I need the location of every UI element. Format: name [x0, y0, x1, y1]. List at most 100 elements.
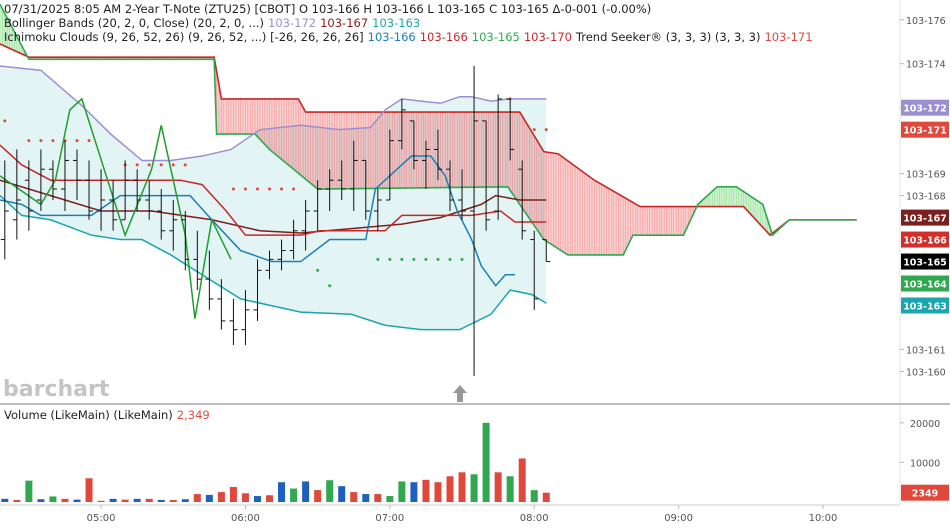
cloud-fill: [596, 181, 600, 256]
trend-dot: [135, 163, 139, 167]
price-pane: [0, 4, 857, 376]
legend-line: Ichimoku Clouds (9, 26, 52, 26) (9, 26, …: [4, 30, 817, 44]
volume-bar: [241, 493, 249, 502]
trend-dot: [316, 268, 320, 272]
cloud-fill: [526, 123, 530, 220]
cloud-fill: [572, 163, 576, 256]
trend-dot: [412, 257, 416, 261]
volume-bar: [133, 498, 141, 502]
cloud-fill: [632, 201, 636, 236]
cloud-fill: [550, 152, 554, 247]
legend-value: 103-170: [523, 30, 572, 44]
volume-bar: [290, 488, 298, 502]
cloud-fill: [642, 206, 646, 236]
volume-bar: [266, 495, 274, 502]
cloud-fill: [663, 206, 667, 236]
volume-bar: [338, 486, 346, 502]
cloud-fill: [620, 195, 624, 256]
volume-bar: [181, 499, 189, 502]
volume-legend: Volume (LikeMain) (LikeMain) 2,349: [4, 408, 214, 422]
volume-bar: [446, 476, 454, 502]
cloud-span-b: [0, 43, 857, 237]
legend-label: Trend Seeker® (3, 3, 3) (3, 3, 3): [575, 30, 761, 44]
cloud-fill: [283, 98, 287, 164]
cloud-fill: [546, 151, 549, 244]
cloud-fill: [242, 98, 246, 135]
volume-bar: [85, 478, 93, 502]
cloud-fill: [360, 111, 364, 189]
cloud-fill: [382, 111, 386, 189]
indicator-line: [0, 195, 547, 331]
cloud-fill: [223, 98, 227, 135]
legend-value: 103-166: [419, 30, 468, 44]
cloud-fill: [262, 98, 265, 145]
cloud-fill: [416, 111, 419, 189]
volume-bar: [302, 481, 310, 502]
cloud-fill: [266, 98, 270, 151]
cloud-fill: [591, 177, 595, 256]
price-badge-label: 103-165: [903, 258, 947, 269]
cloud-fill: [541, 146, 545, 241]
price-badge: [901, 231, 949, 248]
volume-title: Volume (LikeMain) (LikeMain): [4, 408, 173, 422]
price-badge-label: 103-163: [903, 301, 947, 312]
scroll-arrow[interactable]: [453, 385, 467, 402]
price-badge-label: 103-164: [903, 280, 947, 291]
volume-bar: [542, 492, 550, 502]
cloud-fill: [577, 167, 581, 256]
y-tick-label: 20000: [910, 419, 940, 430]
cloud-fill: [555, 153, 559, 250]
cloud-fill: [680, 206, 684, 236]
watermark: barchart: [3, 377, 110, 402]
volume-bar: [530, 490, 538, 502]
trend-dot: [460, 257, 464, 261]
legend-value: 103-167: [320, 16, 369, 30]
cloud-fill: [456, 111, 460, 188]
cloud-fill: [310, 111, 314, 186]
x-tick-label: 05:00: [87, 513, 116, 524]
cloud-fill: [651, 206, 655, 236]
cloud-fill: [560, 155, 564, 253]
cloud-fill: [726, 186, 730, 207]
cloud-fill: [358, 111, 362, 189]
volume-bar: [506, 476, 514, 502]
cloud-fill: [630, 200, 634, 241]
volume-bar: [121, 499, 129, 502]
volume-bar: [434, 482, 442, 502]
cloud-fill: [533, 134, 537, 230]
volume-badge: [901, 484, 949, 501]
header-line: 07/31/2025 8:05 AM 2-Year T-Note (ZTU25)…: [4, 2, 655, 16]
trend-dot: [328, 284, 332, 288]
trend-dot: [400, 257, 404, 261]
cloud-fill: [678, 206, 682, 236]
indicator-line: [0, 155, 515, 287]
trend-dot: [39, 139, 43, 143]
cloud-fill: [404, 111, 407, 189]
trend-dot: [27, 139, 31, 143]
volume-bar: [362, 494, 370, 502]
cloud-fill: [733, 186, 737, 207]
cloud-fill: [601, 183, 605, 256]
y-tick-label: 10000: [910, 458, 940, 469]
price-badge: [901, 275, 949, 292]
legend-label: Bollinger Bands (20, 2, 0, Close) (20, 2…: [4, 16, 265, 30]
cloud-fill: [582, 170, 586, 256]
volume-bar: [482, 422, 490, 502]
volume-bar: [386, 496, 394, 502]
volume-bar: [1, 498, 9, 502]
volume-bar: [350, 492, 358, 502]
cloud-fill: [598, 182, 602, 256]
cloud-fill: [721, 186, 725, 207]
cloud-fill: [488, 111, 492, 188]
volume-bar: [49, 496, 57, 502]
trend-dot: [268, 187, 272, 191]
volume-bar: [217, 492, 225, 502]
cloud-fill: [514, 111, 518, 202]
band-fill: [0, 65, 547, 330]
cloud-fill: [589, 176, 593, 256]
trend-dot: [424, 257, 428, 261]
cloud-fill: [656, 206, 660, 236]
trend-dot: [280, 187, 284, 191]
cloud-fill: [375, 111, 379, 189]
